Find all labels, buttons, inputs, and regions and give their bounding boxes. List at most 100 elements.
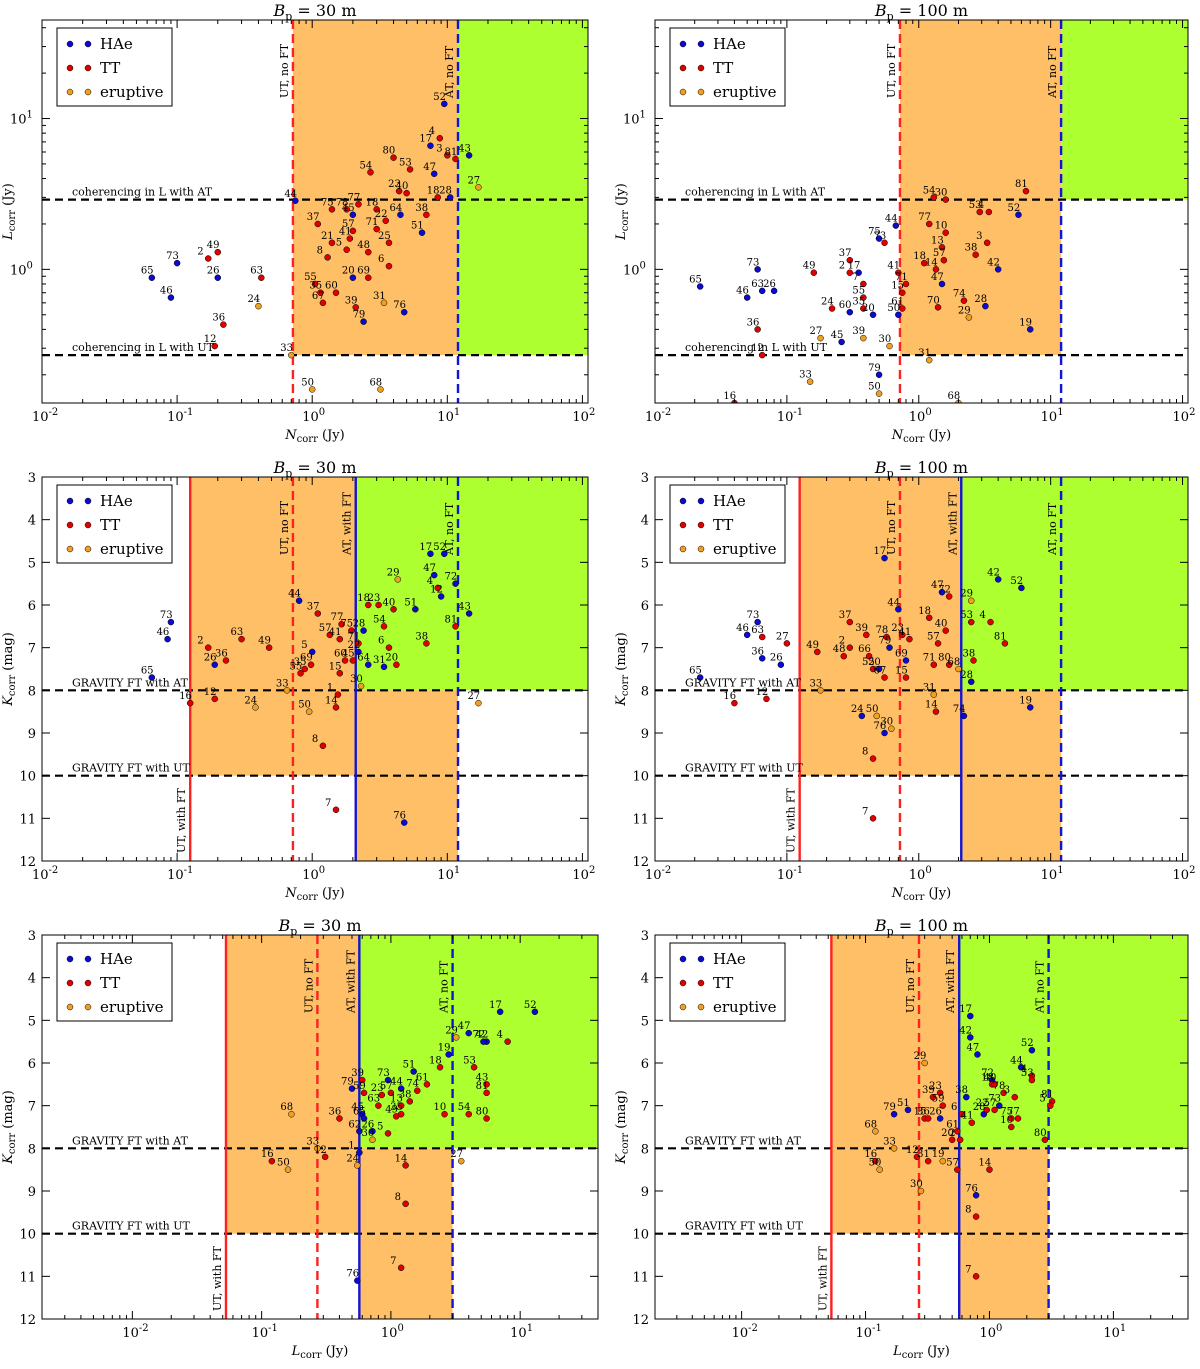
- legend-marker-TT: [84, 979, 92, 987]
- point-label-23: 23: [929, 1081, 942, 1092]
- data-point-37: [314, 610, 322, 617]
- point-label-41: 41: [887, 261, 900, 272]
- point-label-55: 55: [852, 286, 865, 297]
- point-label-54: 54: [373, 614, 386, 625]
- x-tick-label: 10-1: [167, 865, 193, 883]
- x-tick-label: 10-2: [122, 1323, 148, 1341]
- x-tick-label: 100: [381, 1323, 404, 1341]
- legend-marker-eruptive: [66, 1003, 74, 1011]
- point-label-73: 73: [874, 231, 887, 242]
- y-tick-label: 8: [28, 1142, 36, 1157]
- data-point-44: [1017, 1064, 1025, 1071]
- legend-label-TT: TT: [100, 59, 120, 77]
- y-axis-label: Kcorr (mag): [1, 1090, 18, 1165]
- data-point-29: [968, 597, 975, 604]
- data-point-30: [888, 725, 895, 732]
- data-point-78: [343, 206, 350, 213]
- data-point-2: [204, 644, 212, 651]
- point-label-78: 78: [993, 1081, 1006, 1092]
- legend-marker-HAe: [84, 497, 92, 505]
- legend-marker-TT: [697, 64, 705, 72]
- data-point-3: [444, 152, 451, 159]
- data-point-76: [400, 308, 408, 316]
- data-point-31: [924, 1157, 932, 1165]
- data-point-53: [406, 166, 414, 173]
- y-tick-label: 6: [641, 1057, 649, 1072]
- data-point-57b: [954, 1166, 961, 1173]
- threshold-label: coherencing in L with AT: [72, 186, 213, 199]
- region-green: [1061, 20, 1188, 200]
- point-label-50: 50: [869, 1158, 882, 1169]
- point-label-1: 1: [348, 1141, 354, 1152]
- data-point-79: [875, 371, 883, 379]
- data-point-50: [284, 1166, 292, 1173]
- data-point-50b: [895, 311, 902, 319]
- data-point-80: [1041, 1136, 1049, 1144]
- point-label-4: 4: [1021, 1064, 1027, 1075]
- data-point-71: [930, 661, 938, 668]
- data-point-61: [423, 1081, 431, 1088]
- point-label-64: 64: [389, 203, 402, 214]
- y-tick-label: 9: [641, 727, 649, 742]
- threshold-label: GRAVITY FT with UT: [72, 762, 191, 775]
- data-point-29: [965, 314, 973, 321]
- y-tick-label: 12: [19, 855, 36, 870]
- data-point-50: [873, 712, 880, 720]
- point-label-30: 30: [361, 1128, 374, 1139]
- point-label-24: 24: [346, 1153, 359, 1164]
- point-label-49: 49: [806, 640, 819, 651]
- point-label-18b: 18: [366, 197, 379, 208]
- y-axis-label: Kcorr (mag): [614, 1090, 631, 1165]
- data-point-48: [840, 652, 848, 660]
- y-tick-label: 5: [641, 1014, 649, 1029]
- point-label-28: 28: [439, 185, 452, 196]
- y-tick-label: 11: [19, 812, 36, 827]
- point-label-42: 42: [959, 1025, 972, 1036]
- legend-marker-TT: [66, 979, 74, 987]
- point-label-6: 6: [378, 254, 384, 265]
- data-point-24: [354, 1162, 361, 1169]
- point-label-44: 44: [288, 589, 301, 600]
- point-label-27: 27: [776, 631, 789, 642]
- data-point-7: [869, 815, 877, 822]
- data-point-54: [367, 169, 374, 176]
- point-label-33: 33: [810, 678, 823, 689]
- legend-marker-eruptive: [697, 88, 705, 96]
- point-label-33: 33: [306, 1136, 319, 1147]
- data-point-54: [465, 1110, 472, 1118]
- point-label-73b: 73: [747, 257, 760, 268]
- point-label-17: 17: [419, 134, 432, 145]
- y-tick-label: 12: [19, 1313, 36, 1328]
- point-label-72: 72: [981, 1068, 994, 1079]
- data-point-10: [1008, 1123, 1015, 1131]
- point-label-68: 68: [947, 391, 960, 402]
- threshold-label: GRAVITY FT with UT: [685, 1220, 804, 1233]
- point-label-75: 75: [321, 197, 334, 208]
- data-point-33: [806, 378, 814, 385]
- y-tick-label: 8: [641, 1142, 649, 1157]
- data-point-22: [355, 648, 362, 656]
- data-point-75: [328, 206, 336, 213]
- point-label-20: 20: [862, 303, 875, 314]
- data-point-55: [297, 670, 304, 677]
- region-green: [959, 935, 1188, 1149]
- point-label-36: 36: [751, 646, 764, 657]
- point-label-44: 44: [284, 189, 297, 200]
- point-label-46: 46: [736, 623, 749, 634]
- data-point-12: [321, 1153, 329, 1161]
- data-point-38: [970, 657, 977, 664]
- point-label-53: 53: [399, 157, 412, 168]
- legend-marker-HAe: [679, 497, 687, 505]
- y-axis-label: Kcorr (mag): [1, 632, 18, 707]
- boundary-label: AT, no FT: [438, 960, 451, 1014]
- region-orange: [799, 477, 962, 776]
- data-point-81: [1001, 640, 1009, 647]
- data-point-18b: [373, 206, 380, 213]
- point-label-47: 47: [931, 272, 944, 283]
- point-label-57: 57: [380, 1081, 393, 1092]
- point-label-54: 54: [923, 185, 936, 196]
- data-point-73b: [754, 266, 761, 273]
- data-point-39: [358, 1076, 366, 1084]
- data-point-36: [754, 326, 761, 333]
- point-label-10: 10: [935, 221, 948, 232]
